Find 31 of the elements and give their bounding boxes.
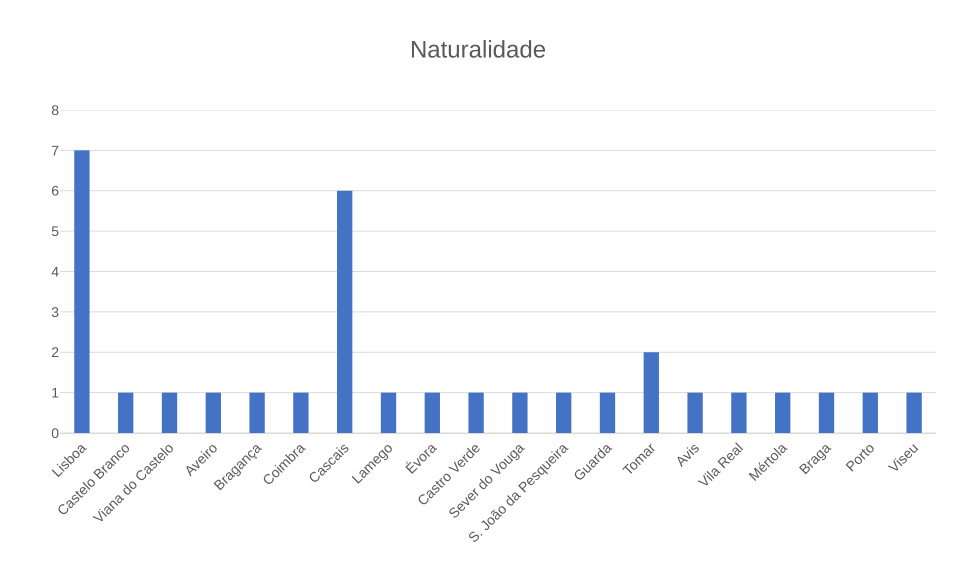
bar	[162, 392, 178, 433]
bar	[775, 392, 790, 433]
bar	[512, 392, 528, 433]
bar	[687, 392, 703, 433]
x-tick-label: Avis	[672, 440, 702, 470]
bar	[380, 392, 396, 433]
y-tick-label: 1	[51, 384, 60, 401]
bar	[249, 392, 265, 433]
y-tick-label: 5	[51, 223, 60, 240]
bar	[556, 392, 572, 433]
bar	[74, 150, 90, 433]
bar	[293, 392, 309, 433]
y-tick-label: 8	[51, 102, 60, 118]
bar	[337, 190, 352, 433]
y-tick-label: 2	[51, 344, 60, 360]
bar	[600, 392, 616, 433]
y-tick-label: 6	[51, 182, 60, 199]
y-tick-label: 4	[51, 263, 60, 280]
y-tick-label: 0	[51, 424, 60, 441]
bar	[468, 392, 484, 433]
bar	[731, 392, 747, 433]
bar	[862, 392, 878, 433]
bar	[644, 352, 659, 433]
y-tick-label: 3	[51, 304, 60, 320]
bar	[906, 392, 922, 433]
bar	[206, 392, 221, 433]
bar	[118, 392, 134, 433]
bar	[818, 392, 834, 433]
bar	[424, 392, 440, 433]
chart-title: Naturalidade	[410, 36, 546, 64]
y-tick-label: 7	[51, 142, 60, 158]
